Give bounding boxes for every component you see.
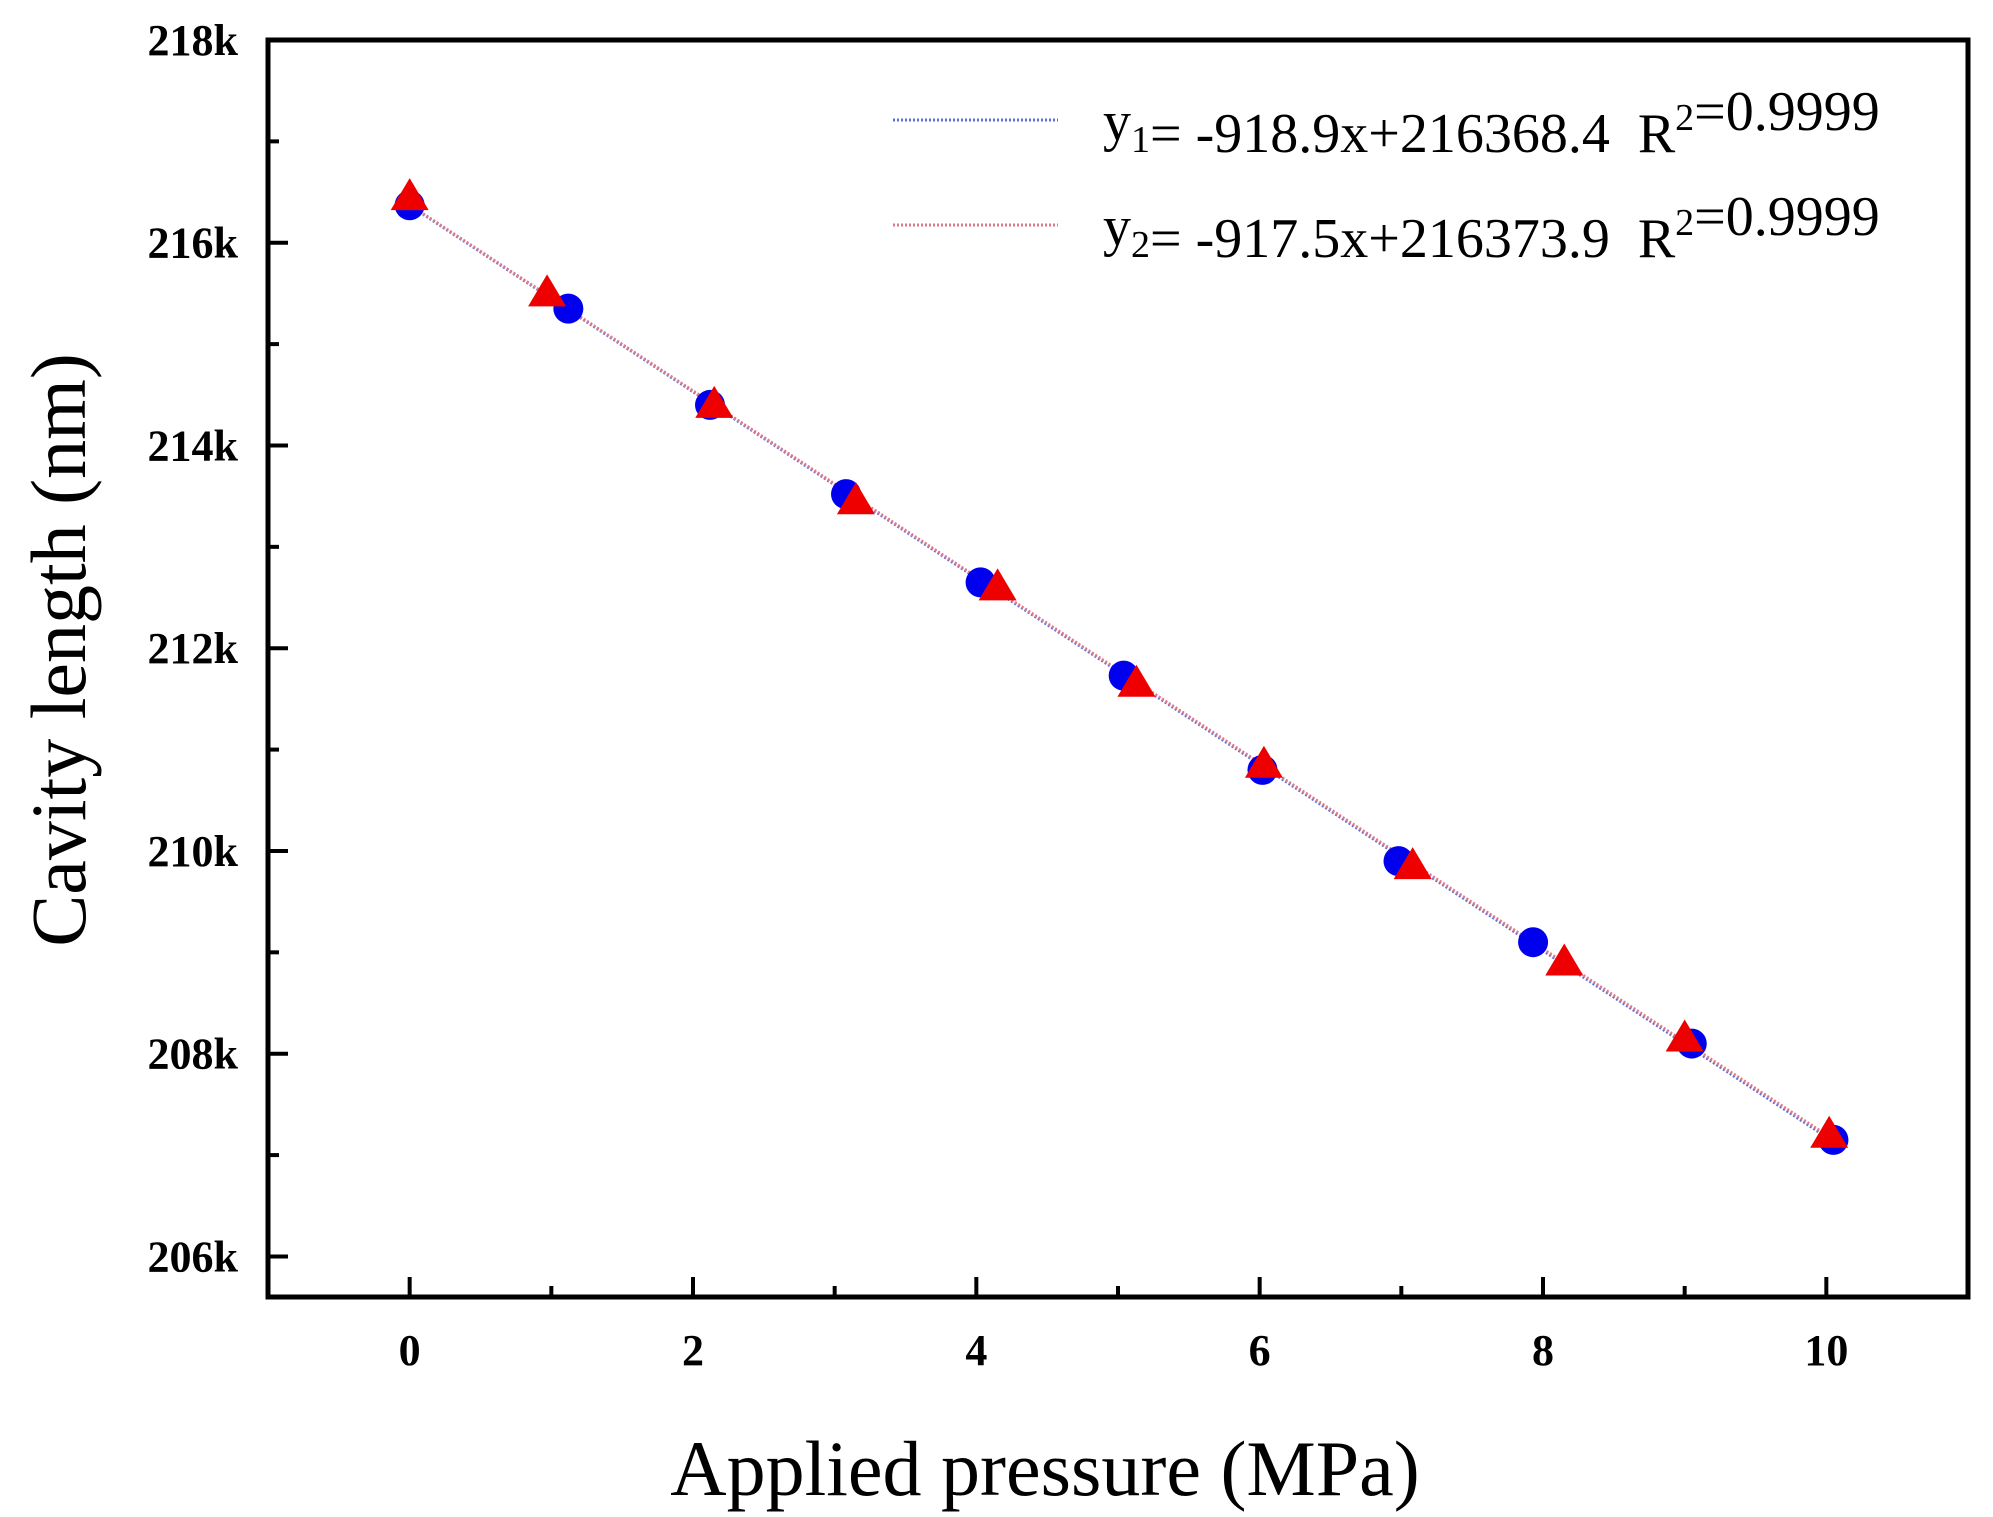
legend-superscript: 2: [1675, 202, 1694, 244]
legend-text-part: =0.9999: [1694, 186, 1880, 248]
y-tick-label: 214k: [148, 421, 239, 470]
x-tick-label: 10: [1804, 1326, 1848, 1375]
legend-text-part: =0.9999: [1694, 81, 1880, 143]
y-tick-label: 216k: [148, 219, 239, 268]
data-point-triangle: [528, 274, 567, 307]
y-axis-title: Cavity length (nm): [15, 353, 102, 947]
axes: 0 2 4 6 8 10 206k 208k 210k 212k 214k 216k 218k: [148, 16, 1971, 1375]
y-tick-label: 210k: [148, 827, 239, 876]
x-tick-label: 6: [1249, 1326, 1271, 1375]
data-point-triangle: [1545, 943, 1584, 976]
legend-text-part: R: [1610, 208, 1676, 270]
data-point-triangle: [1665, 1019, 1704, 1052]
y-tick-label: 212k: [148, 624, 239, 673]
x-tick-label: 2: [682, 1326, 704, 1375]
data-markers: [390, 178, 1849, 1155]
legend-text-part: = -918.9x+216368.4: [1150, 103, 1610, 165]
legend-label: y1= -918.9x+216368.4 R2=0.9999: [1103, 81, 1880, 165]
legend-text-part: y: [1103, 196, 1131, 258]
data-point-triangle: [1810, 1115, 1849, 1148]
x-tick-label: 8: [1532, 1326, 1554, 1375]
x-tick-label: 0: [399, 1326, 421, 1375]
data-point-triangle: [978, 568, 1017, 601]
legend-label: y2= -917.5x+216373.9 R2=0.9999: [1103, 186, 1880, 270]
legend-text-part: R: [1610, 103, 1676, 165]
data-point-triangle: [1117, 664, 1156, 697]
data-point-circle: [1518, 927, 1549, 958]
x-axis-title: Applied pressure (MPa): [670, 1425, 1420, 1512]
data-point-triangle: [836, 482, 875, 515]
y-tick-label: 206k: [148, 1232, 239, 1281]
legend-subscript: 1: [1131, 119, 1150, 161]
data-point-triangle: [1393, 847, 1432, 880]
legend-superscript: 2: [1675, 97, 1694, 139]
data-point-triangle: [1244, 745, 1283, 778]
y-tick-label: 208k: [148, 1030, 239, 1079]
legend-text-part: y: [1103, 91, 1131, 153]
data-point-triangle: [695, 385, 734, 418]
legend-subscript: 2: [1131, 224, 1150, 266]
legend-text-part: = -917.5x+216373.9: [1150, 208, 1610, 270]
data-point-triangle: [390, 178, 429, 211]
x-tick-label: 4: [965, 1326, 987, 1375]
y-tick-label: 218k: [148, 16, 239, 65]
